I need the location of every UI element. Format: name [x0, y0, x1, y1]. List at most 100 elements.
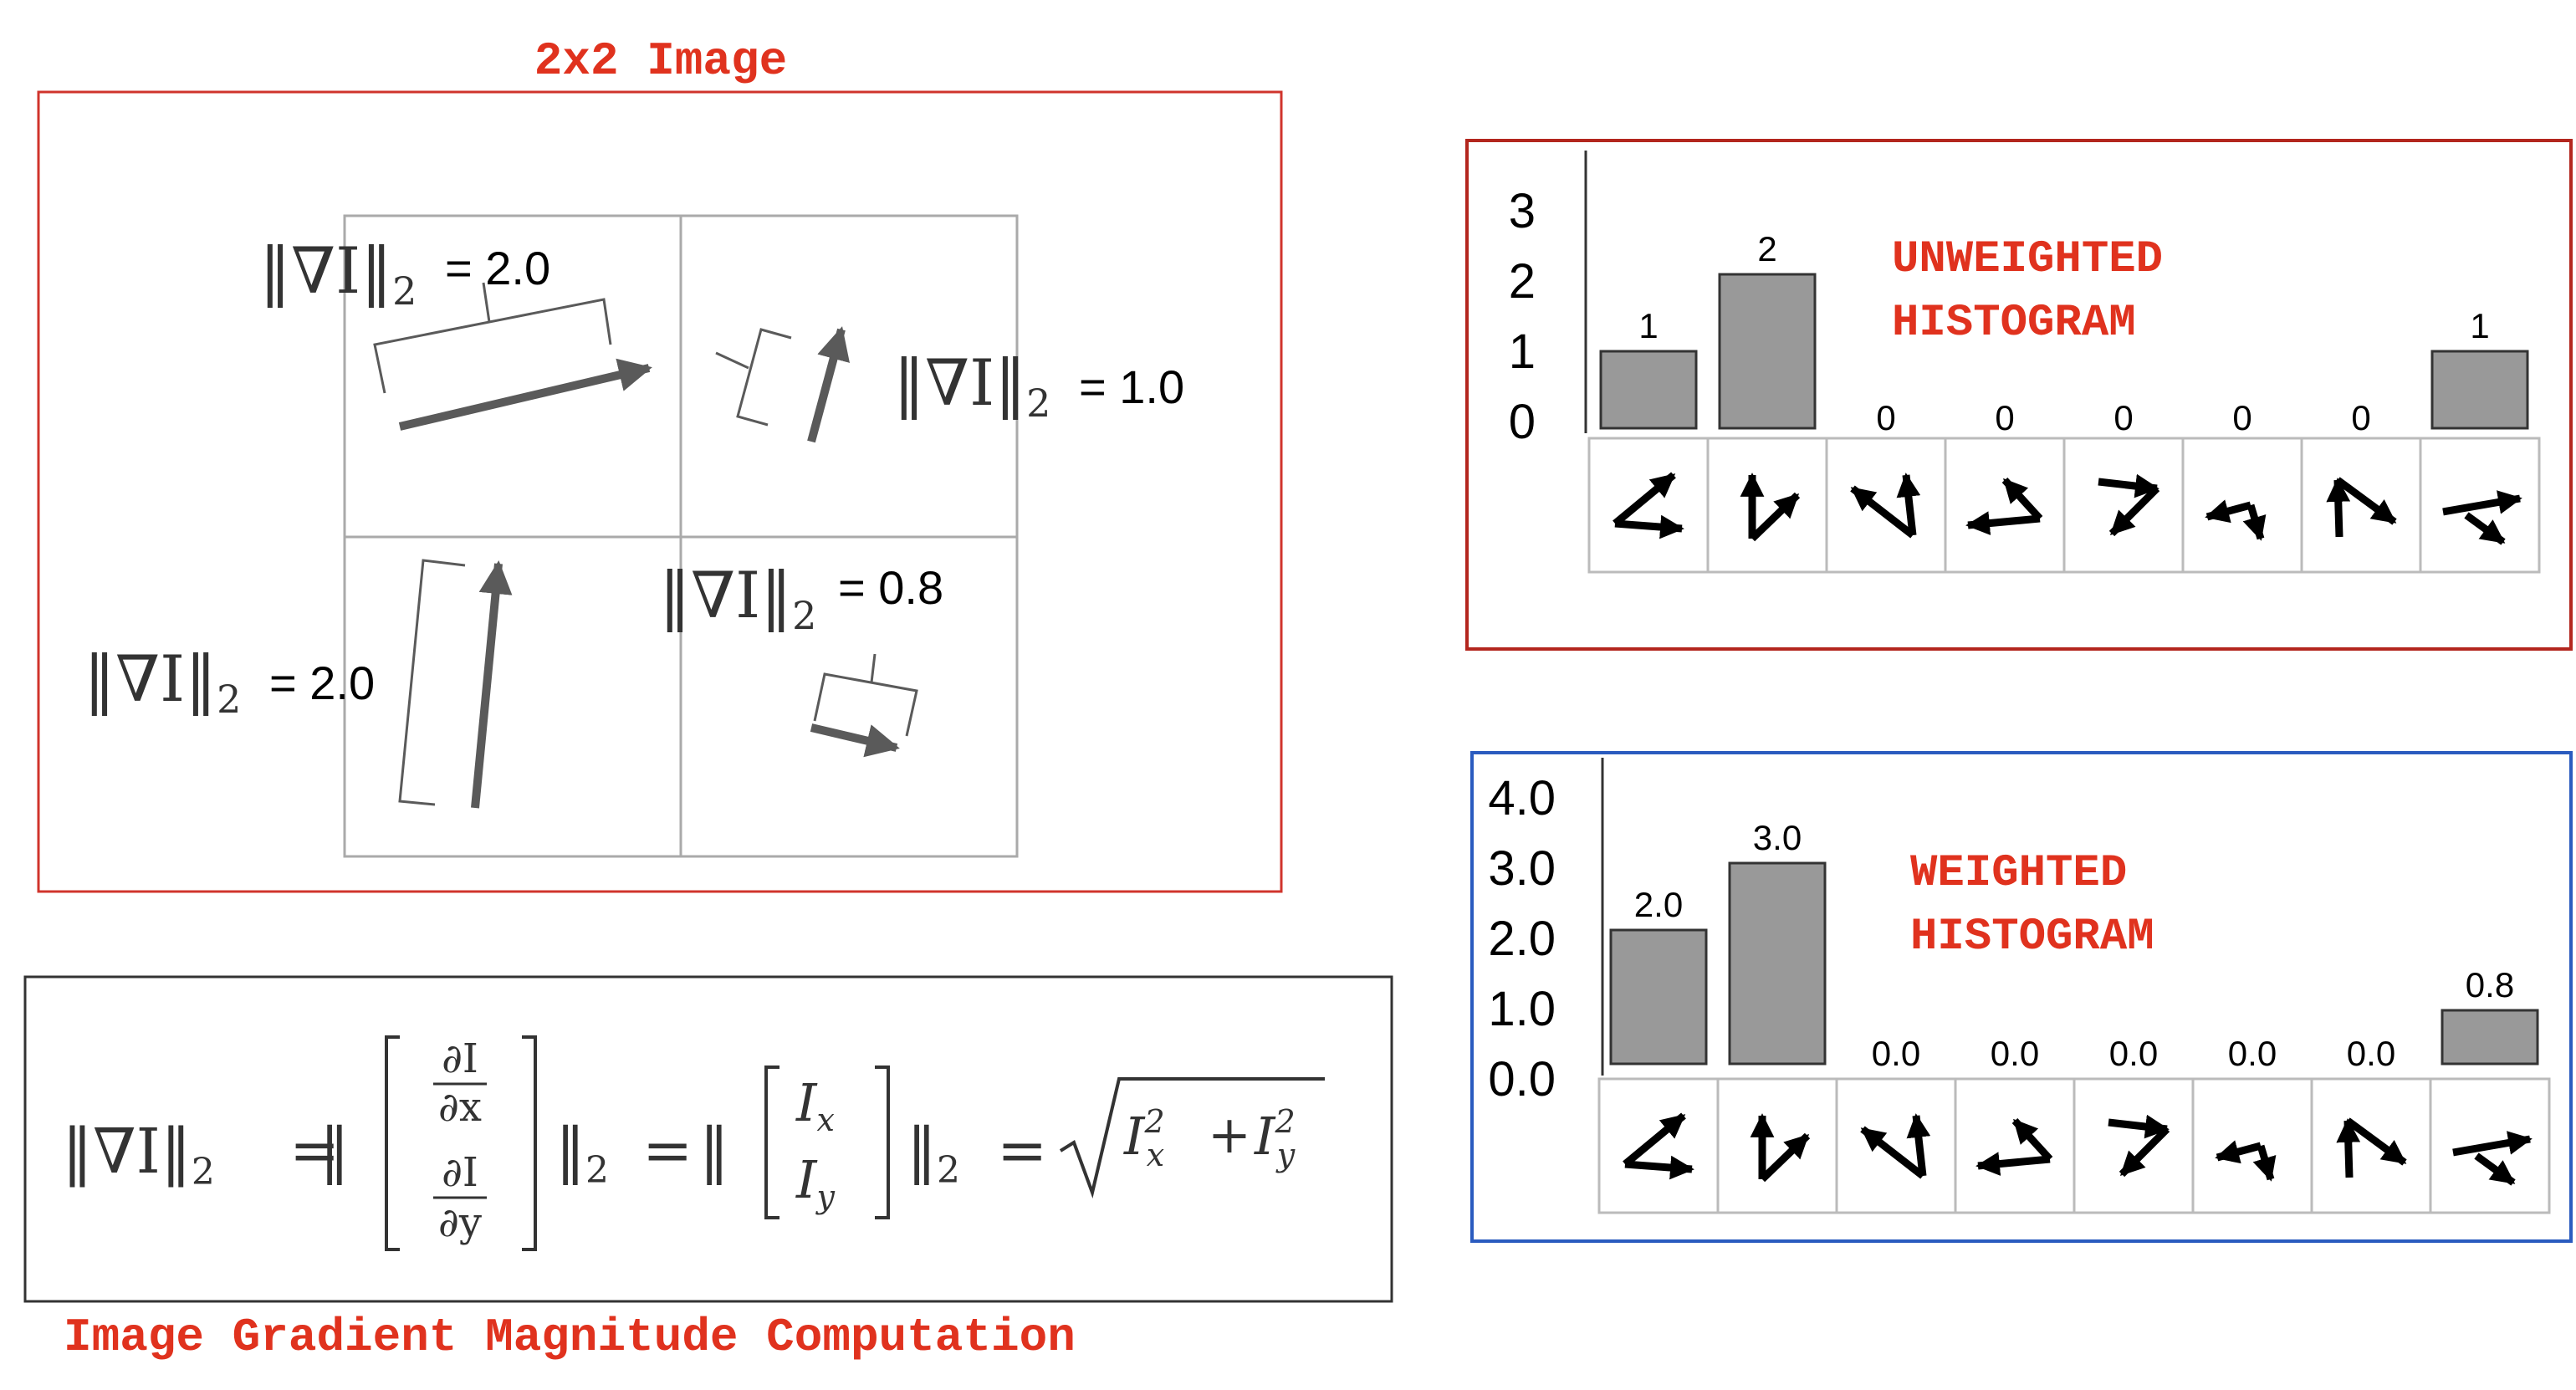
svg-text:= 1.0: = 1.0	[1079, 360, 1184, 413]
svg-text:I2x: I2 x	[1123, 1103, 1165, 1173]
svg-text:=: =	[289, 1115, 340, 1185]
unweighted-histogram-panel: 3 2 1 0 1 2 0 0 0 0 0 1 UNWEIGHTED HISTOGRAM	[1465, 139, 2573, 651]
orientation-bin-icon	[2336, 1117, 2407, 1178]
bar-value-label: 0.0	[2347, 1034, 2395, 1073]
weighted-title-line1: WEIGHTED	[1910, 848, 2127, 899]
svg-text:= 2.0: = 2.0	[445, 242, 550, 294]
y-tick-label: 1.0	[1488, 982, 1556, 1036]
svg-text:‖: ‖	[699, 1115, 729, 1185]
unweighted-frame	[1465, 139, 2573, 651]
gradient-arrow-bottom-right	[810, 653, 918, 758]
unweighted-title-line2: HISTOGRAM	[1892, 298, 2136, 349]
bar-value-label: 0	[1876, 398, 1895, 437]
svg-text:∂I: ∂I	[442, 1035, 478, 1082]
orientation-bin	[2310, 1077, 2432, 1214]
y-tick-label: 2.0	[1488, 912, 1556, 966]
weighted-value-labels: 2.0 3.0 0.0 0.0 0.0 0.0 0.0 0.8	[1634, 818, 2514, 1073]
histogram-bar	[1599, 350, 1698, 430]
orientation-bin-icon	[1850, 473, 1921, 539]
orientation-bin-icon	[2215, 1140, 2277, 1182]
orientation-bin	[2073, 1077, 2195, 1214]
y-tick-label: 0.0	[1488, 1052, 1556, 1106]
orientation-bin	[2062, 437, 2185, 574]
unweighted-value-labels: 1 2 0 0 0 0 0 1	[1638, 229, 2489, 437]
weighted-title-line2: HISTOGRAM	[1910, 912, 2154, 963]
orientation-bin-icon	[1740, 473, 1801, 542]
gradient-arrow-top-right	[715, 326, 850, 443]
y-tick-label: 3	[1509, 184, 1536, 238]
image-panel-title: 2x2 Image	[534, 34, 787, 88]
weighted-frame	[1470, 751, 2573, 1243]
histogram-bar	[1718, 273, 1817, 430]
svg-text:‖: ‖	[319, 1115, 350, 1185]
orientation-bin-icon	[2205, 499, 2267, 541]
orientation-bin-icon	[1860, 1113, 1931, 1179]
bar-value-label: 2	[1757, 229, 1776, 268]
orientation-bin-icon	[2326, 477, 2397, 538]
histogram-bar	[1728, 861, 1827, 1065]
image-panel-frame	[37, 90, 1283, 893]
weighted-histogram-panel: 4.0 3.0 2.0 1.0 0.0 2.0 3.0 0.0 0.0 0.0 0.0 0.0 0.8…	[1470, 751, 2573, 1243]
bar-value-label: 0.0	[2228, 1034, 2277, 1073]
svg-text:∂I: ∂I	[442, 1149, 478, 1196]
pixel-grid	[343, 214, 1019, 858]
svg-text:∂x: ∂x	[438, 1084, 482, 1131]
svg-text:‖∇I‖2: ‖∇I‖2	[62, 1116, 215, 1193]
svg-text:‖2: ‖2	[555, 1115, 609, 1192]
sqrt-sign	[1059, 1077, 1325, 1198]
unweighted-bars	[1599, 273, 2529, 430]
orientation-bin	[1835, 1077, 1957, 1214]
y-tick-label: 1	[1509, 325, 1536, 379]
histogram-bar	[1609, 928, 1708, 1065]
svg-text:I2y: I2 y	[1254, 1103, 1296, 1173]
bar-value-label: 0	[2232, 398, 2251, 437]
formula-frame	[23, 975, 1393, 1303]
histogram-bar	[2441, 1009, 2539, 1065]
gradient-arrow-bottom-left	[398, 559, 513, 809]
svg-text:‖∇I‖2: ‖∇I‖2	[259, 233, 417, 314]
orientation-bin	[1716, 1077, 1838, 1214]
magnitude-bracket	[813, 672, 918, 737]
magnitude-label-top-right: ‖∇I‖2 = 1.0	[893, 345, 1184, 426]
orientation-bin-icon	[2442, 490, 2522, 545]
orientation-bin-icon	[2452, 1131, 2533, 1186]
svg-text:= 2.0: = 2.0	[269, 657, 375, 709]
magnitude-label-bottom-right: ‖∇I‖2 = 0.8	[659, 558, 943, 638]
magnitude-bracket	[736, 328, 792, 427]
y-tick-label: 0	[1509, 395, 1536, 449]
svg-text:‖2: ‖2	[907, 1115, 960, 1192]
bar-value-label: 0.0	[2109, 1034, 2158, 1073]
orientation-bin-icon	[2098, 473, 2160, 537]
weighted-orientation-bins	[1597, 1077, 2551, 1214]
magnitude-label-bottom-left: ‖∇I‖2 = 2.0	[84, 641, 375, 722]
bar-value-label: 2.0	[1634, 885, 1683, 924]
unweighted-title-line1: UNWEIGHTED	[1892, 234, 2163, 285]
unweighted-y-ticks: 3 2 1 0	[1509, 184, 1536, 449]
svg-text:‖∇I‖2: ‖∇I‖2	[659, 558, 816, 638]
histogram-bar	[2430, 350, 2529, 430]
image-panel: 2x2 Image	[37, 34, 1283, 893]
svg-text:‖∇I‖2: ‖∇I‖2	[84, 641, 241, 722]
orientation-bin	[1597, 1077, 1720, 1214]
gradient-arrow-top-left	[373, 282, 652, 431]
unweighted-orientation-bins	[1587, 437, 2541, 574]
y-tick-label: 2	[1509, 254, 1536, 309]
orientation-bin	[1944, 437, 2066, 574]
bar-value-label: 0.0	[1991, 1034, 2039, 1073]
orientation-bin	[2300, 437, 2422, 574]
bar-value-label: 0	[2351, 398, 2370, 437]
orientation-bin	[2191, 1077, 2313, 1214]
orientation-bin-icon	[1623, 1112, 1694, 1180]
formula-panel: ‖∇I‖2 = ‖ ∂I ∂x ∂I ∂y ‖2 = ‖ Ix Iy ‖2 =	[23, 975, 1393, 1364]
bar-value-label: 3.0	[1753, 818, 1802, 857]
svg-text:+: +	[1208, 1104, 1251, 1165]
weighted-y-ticks: 4.0 3.0 2.0 1.0 0.0	[1488, 771, 1556, 1106]
formula: ‖∇I‖2 = ‖ ∂I ∂x ∂I ∂y ‖2 = ‖ Ix Iy ‖2 =	[62, 1035, 1325, 1251]
orientation-bin-icon	[1613, 472, 1684, 539]
y-tick-label: 4.0	[1488, 771, 1556, 825]
magnitude-bracket	[398, 559, 466, 806]
orientation-bin-icon	[1965, 477, 2043, 535]
orientation-bin-icon	[1975, 1117, 2053, 1176]
orientation-bin	[1587, 437, 1710, 574]
svg-text:Iy: Iy	[795, 1149, 836, 1215]
